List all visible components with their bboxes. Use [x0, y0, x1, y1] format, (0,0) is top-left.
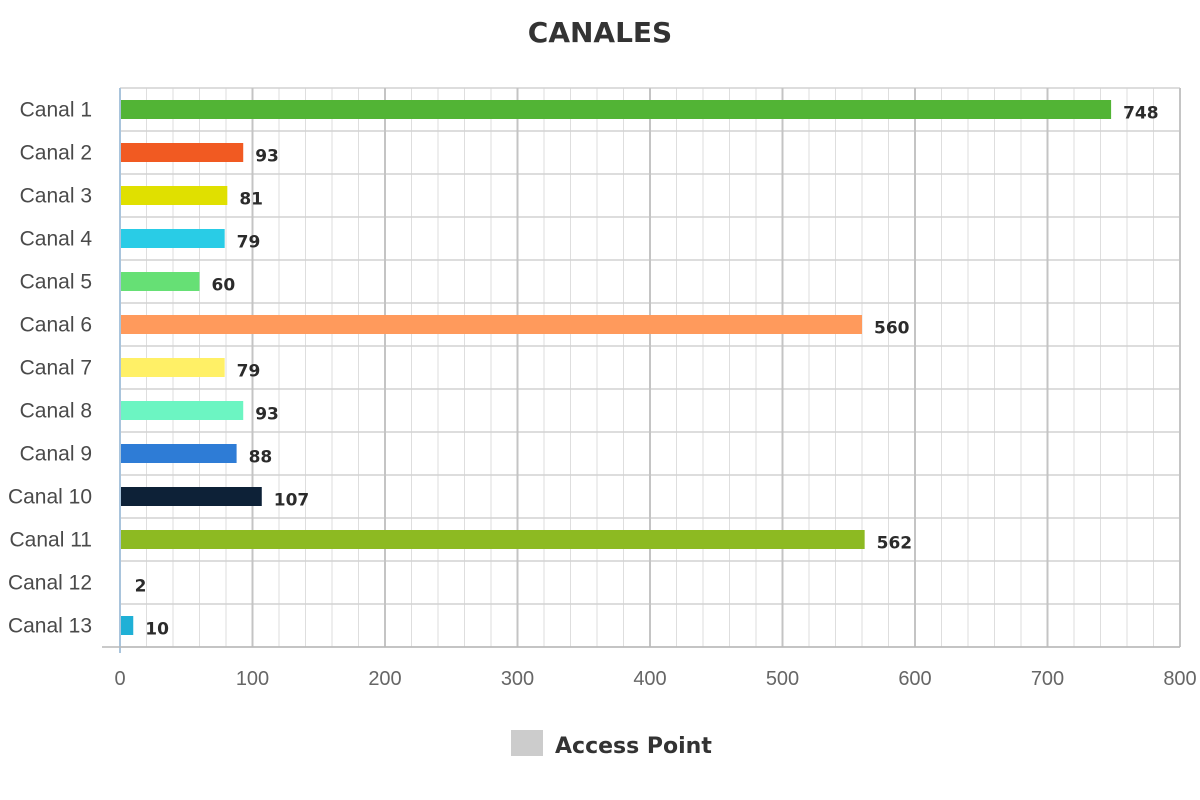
bar-9 — [121, 444, 237, 463]
data-label-13: 10 — [145, 620, 169, 640]
data-label-10: 107 — [274, 491, 310, 511]
legend: Access Point — [511, 730, 712, 759]
x-tick-label-300: 300 — [501, 668, 534, 690]
data-label-12: 2 — [135, 577, 147, 597]
category-label-11: Canal 11 — [9, 529, 92, 552]
category-label-9: Canal 9 — [20, 443, 92, 466]
data-label-9: 88 — [249, 448, 273, 468]
category-label-2: Canal 2 — [20, 142, 92, 165]
category-labels: Canal 1 Canal 2 Canal 3 Canal 4 Canal 5 Canal… — [8, 99, 92, 638]
category-label-6: Canal 6 — [20, 314, 92, 337]
category-label-10: Canal 10 — [8, 486, 92, 509]
x-axis-tick-labels: 0 100 200 300 400 500 600 700 800 — [114, 668, 1196, 690]
data-label-5: 60 — [212, 276, 236, 296]
x-tick-label-500: 500 — [766, 668, 799, 690]
category-label-7: Canal 7 — [20, 357, 92, 380]
bar-11 — [121, 530, 865, 549]
bar-2 — [121, 143, 244, 162]
data-label-8: 93 — [255, 405, 279, 425]
data-label-6: 560 — [874, 319, 910, 339]
category-label-5: Canal 5 — [20, 271, 92, 294]
bar-6 — [121, 315, 862, 334]
category-label-1: Canal 1 — [20, 99, 92, 122]
category-label-12: Canal 12 — [8, 572, 92, 595]
bar-4 — [121, 229, 225, 248]
bar-8 — [121, 401, 244, 420]
x-tick-label-400: 400 — [633, 668, 666, 690]
bar-13 — [121, 616, 134, 635]
bar-3 — [121, 186, 228, 205]
chart-title: CANALES — [528, 16, 672, 49]
category-label-13: Canal 13 — [8, 615, 92, 638]
category-label-8: Canal 8 — [20, 400, 92, 423]
data-label-11: 562 — [877, 534, 913, 554]
category-label-3: Canal 3 — [20, 185, 92, 208]
data-label-7: 79 — [237, 362, 261, 382]
data-label-3: 81 — [239, 190, 263, 210]
x-tick-label-0: 0 — [114, 668, 125, 690]
data-label-1: 748 — [1123, 104, 1159, 124]
legend-label: Access Point — [555, 734, 712, 759]
category-label-4: Canal 4 — [20, 228, 93, 251]
x-tick-label-200: 200 — [368, 668, 401, 690]
x-tick-label-800: 800 — [1163, 668, 1196, 690]
bar-12 — [121, 573, 123, 592]
bar-7 — [121, 358, 225, 377]
bar-1 — [121, 100, 1112, 119]
grid — [102, 87, 1181, 653]
legend-swatch — [511, 730, 543, 756]
bar-5 — [121, 272, 200, 291]
x-tick-label-700: 700 — [1031, 668, 1064, 690]
x-tick-label-100: 100 — [236, 668, 269, 690]
data-labels: 748 93 81 79 60 560 79 93 88 107 562 2 10 — [135, 104, 1159, 640]
x-tick-label-600: 600 — [898, 668, 931, 690]
data-label-2: 93 — [255, 147, 279, 167]
bars — [121, 100, 1112, 635]
bar-10 — [121, 487, 262, 506]
data-label-4: 79 — [237, 233, 261, 253]
